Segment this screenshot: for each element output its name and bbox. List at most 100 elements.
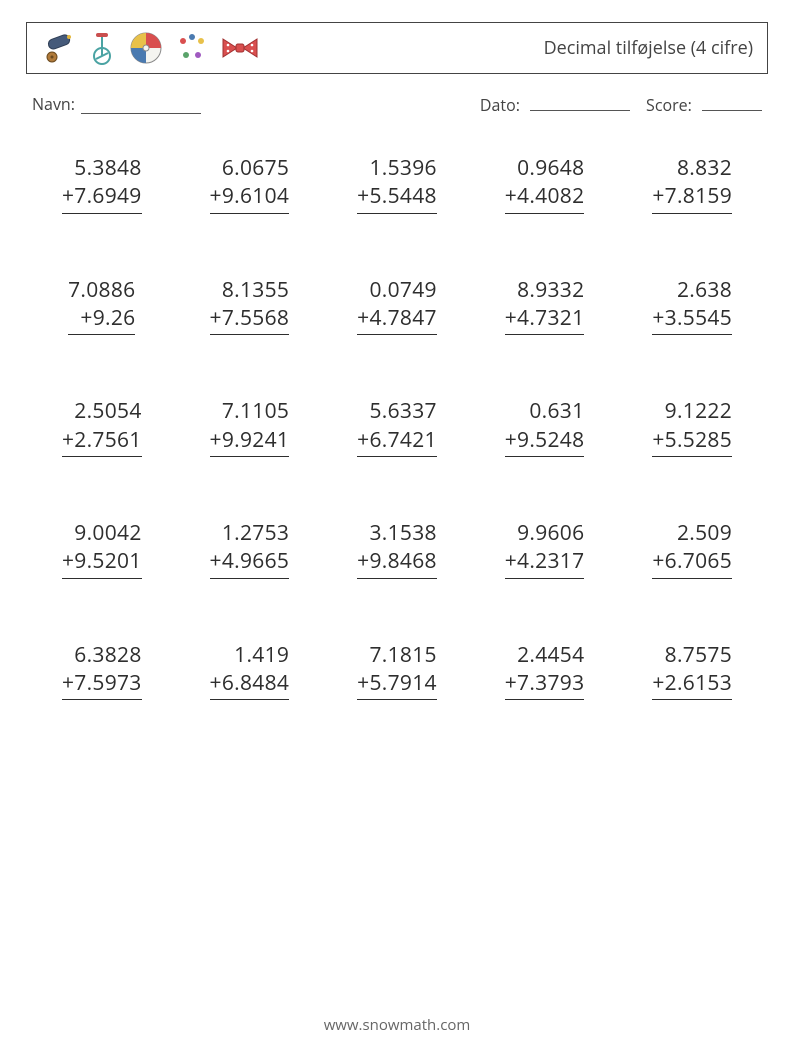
- addition-stack: 1.419+6.8484: [210, 641, 290, 703]
- problem: 1.419+6.8484: [176, 641, 324, 703]
- problem: 5.6337+6.7421: [323, 397, 471, 459]
- sum-line: [652, 213, 732, 216]
- worksheet-title: Decimal tilføjelse (4 cifre): [544, 36, 753, 60]
- juggling-icon: [177, 33, 207, 63]
- name-label: Navn:: [32, 93, 75, 115]
- sum-line: [62, 699, 142, 702]
- addition-stack: 8.9332+4.7321: [505, 276, 585, 338]
- addend-top: 5.3848: [62, 154, 142, 182]
- sum-line: [357, 334, 437, 337]
- addition-stack: 9.9606+4.2317: [505, 519, 585, 581]
- sum-line: [62, 213, 142, 216]
- addition-stack: 8.7575+2.6153: [652, 641, 732, 703]
- addend-top: 9.0042: [62, 519, 142, 547]
- problem: 9.0042+9.5201: [28, 519, 176, 581]
- date-label: Dato:: [480, 94, 520, 116]
- addition-stack: 8.1355+7.5568: [210, 276, 290, 338]
- addend-bottom: +9.26: [68, 304, 135, 332]
- addend-top: 5.6337: [357, 397, 437, 425]
- addition-stack: 0.9648+4.4082: [505, 154, 585, 216]
- addend-bottom: +7.5973: [62, 669, 142, 697]
- sum-line: [68, 334, 135, 337]
- score-blank[interactable]: [702, 92, 762, 111]
- meta-right: Dato: Score:: [480, 92, 762, 116]
- addend-top: 2.4454: [505, 641, 585, 669]
- addend-top: 2.509: [652, 519, 732, 547]
- problem: 6.0675+9.6104: [176, 154, 324, 216]
- addend-bottom: +3.5545: [652, 304, 732, 332]
- addend-bottom: +9.9241: [210, 426, 290, 454]
- problem: 8.9332+4.7321: [471, 276, 619, 338]
- problem: 7.0886 +9.26: [28, 276, 176, 338]
- problem: 2.5054+2.7561: [28, 397, 176, 459]
- cannon-icon: [41, 33, 75, 63]
- addend-top: 7.1815: [357, 641, 437, 669]
- addend-top: 1.419: [210, 641, 290, 669]
- addend-bottom: +9.8468: [357, 547, 437, 575]
- bowtie-icon: [221, 36, 259, 60]
- addend-bottom: +5.5448: [357, 182, 437, 210]
- sum-line: [210, 456, 290, 459]
- name-blank[interactable]: [81, 95, 201, 114]
- addend-top: 8.1355: [210, 276, 290, 304]
- addend-bottom: +2.6153: [652, 669, 732, 697]
- addition-stack: 6.3828+7.5973: [62, 641, 142, 703]
- problem: 2.4454+7.3793: [471, 641, 619, 703]
- addend-bottom: +4.9665: [210, 547, 290, 575]
- addend-top: 7.1105: [210, 397, 290, 425]
- addend-bottom: +5.5285: [652, 426, 732, 454]
- addend-top: 9.1222: [652, 397, 732, 425]
- addition-stack: 0.0749+4.7847: [357, 276, 437, 338]
- sum-line: [652, 334, 732, 337]
- score-label: Score:: [646, 94, 692, 116]
- addition-stack: 7.1105+9.9241: [210, 397, 290, 459]
- addend-bottom: +4.4082: [505, 182, 585, 210]
- addend-bottom: +7.8159: [652, 182, 732, 210]
- addend-bottom: +5.7914: [357, 669, 437, 697]
- problem: 0.631+9.5248: [471, 397, 619, 459]
- sum-line: [505, 334, 585, 337]
- addend-top: 6.3828: [62, 641, 142, 669]
- addend-bottom: +9.6104: [210, 182, 290, 210]
- addition-stack: 2.4454+7.3793: [505, 641, 585, 703]
- sum-line: [210, 699, 290, 702]
- addition-stack: 2.5054+2.7561: [62, 397, 142, 459]
- problem: 1.5396+5.5448: [323, 154, 471, 216]
- date-blank[interactable]: [530, 92, 630, 111]
- problem: 8.832+7.8159: [618, 154, 766, 216]
- sum-line: [505, 699, 585, 702]
- addend-top: 1.5396: [357, 154, 437, 182]
- addend-top: 8.9332: [505, 276, 585, 304]
- addition-stack: 1.2753+4.9665: [210, 519, 290, 581]
- addend-bottom: +9.5248: [505, 426, 585, 454]
- sum-line: [62, 456, 142, 459]
- problem: 1.2753+4.9665: [176, 519, 324, 581]
- addend-bottom: +6.7065: [652, 547, 732, 575]
- sum-line: [210, 578, 290, 581]
- addition-stack: 9.0042+9.5201: [62, 519, 142, 581]
- addend-top: 3.1538: [357, 519, 437, 547]
- addition-stack: 0.631+9.5248: [505, 397, 585, 459]
- addend-top: 8.7575: [652, 641, 732, 669]
- problem: 5.3848+7.6949: [28, 154, 176, 216]
- addend-bottom: +9.5201: [62, 547, 142, 575]
- addend-bottom: +6.8484: [210, 669, 290, 697]
- unicycle-icon: [89, 31, 115, 65]
- addend-top: 0.631: [505, 397, 585, 425]
- addition-stack: 8.832+7.8159: [652, 154, 732, 216]
- addition-stack: 6.0675+9.6104: [210, 154, 290, 216]
- addend-top: 0.0749: [357, 276, 437, 304]
- addition-stack: 3.1538+9.8468: [357, 519, 437, 581]
- problem: 9.1222+5.5285: [618, 397, 766, 459]
- addition-stack: 5.3848+7.6949: [62, 154, 142, 216]
- addend-bottom: +2.7561: [62, 426, 142, 454]
- sum-line: [505, 578, 585, 581]
- problem: 0.9648+4.4082: [471, 154, 619, 216]
- footer-url: www.snowmath.com: [0, 1015, 794, 1035]
- sum-line: [505, 213, 585, 216]
- problem: 7.1815+5.7914: [323, 641, 471, 703]
- sum-line: [357, 213, 437, 216]
- problem: 6.3828+7.5973: [28, 641, 176, 703]
- problem: 9.9606+4.2317: [471, 519, 619, 581]
- sum-line: [505, 456, 585, 459]
